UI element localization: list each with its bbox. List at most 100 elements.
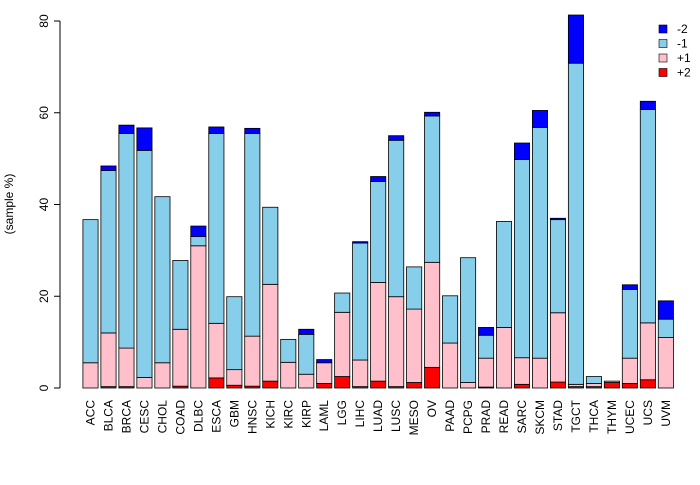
x-tick-label: STAD (551, 400, 565, 431)
legend: -2-1+1+2 (658, 22, 691, 80)
bar-segment (621, 288, 638, 359)
x-tick-label: THCA (587, 400, 601, 433)
bar-segment (100, 332, 117, 388)
bar-segment (280, 338, 297, 363)
bar-segment (496, 221, 513, 328)
bars (82, 14, 674, 389)
bar-segment (406, 266, 423, 310)
bar-segment (226, 296, 243, 371)
x-tick-label: BLCA (101, 400, 115, 431)
y-tick-label: 0 (37, 384, 51, 391)
x-tick-label: TGCT (569, 399, 583, 432)
bar-segment (442, 342, 459, 389)
x-tick-label: DLBC (191, 400, 205, 432)
bar-segment (406, 308, 423, 383)
bar-segment (621, 357, 638, 384)
bar-segment (370, 176, 387, 182)
bar-segment (370, 380, 387, 389)
bar-segment (226, 384, 243, 389)
bar-segment (549, 381, 566, 389)
bar-segment (172, 260, 189, 330)
bar-segment (190, 245, 207, 389)
bar-segment (244, 127, 261, 134)
bar-segment (298, 328, 315, 335)
y-tick-label: 80 (37, 14, 51, 28)
bar-segment (154, 196, 171, 364)
bar-segment (442, 295, 459, 344)
x-tick-label: LAML (317, 400, 331, 432)
x-tick-label: ESCA (209, 400, 223, 433)
bar-segment (478, 327, 495, 336)
x-tick-label: PCPG (461, 400, 475, 434)
bar-segment (478, 334, 495, 359)
bar-segment (262, 206, 279, 285)
bar-segment (190, 236, 207, 247)
bar-segment (226, 369, 243, 386)
y-tick-label: 60 (37, 106, 51, 120)
bar-segment (639, 379, 656, 389)
bar-segment (514, 142, 531, 160)
legend-label: -1 (677, 37, 688, 51)
bar-segment (334, 376, 351, 389)
bar-segment (460, 257, 477, 383)
bar-segment (657, 337, 674, 389)
bar-segment (172, 328, 189, 387)
x-tick-label: KICH (263, 400, 277, 429)
x-tick-label: GBM (227, 400, 241, 427)
bar-segment (657, 318, 674, 338)
legend-swatch (658, 68, 668, 77)
bar-segment (118, 132, 135, 349)
bar-segment (262, 283, 279, 382)
x-tick-label: READ (497, 400, 511, 434)
bar-segment (496, 327, 513, 389)
bar-segment (82, 362, 99, 389)
bar-segment (621, 284, 638, 290)
bar-segment (406, 382, 423, 389)
legend-swatch (658, 39, 668, 48)
bar-segment (334, 292, 351, 313)
bar-segment (154, 362, 171, 389)
x-tick-label: SARC (515, 400, 529, 434)
bar-segment (244, 132, 261, 337)
legend-swatch (658, 53, 668, 63)
bar-segment (352, 359, 369, 388)
bar-segment (244, 335, 261, 387)
bar-segment (514, 357, 531, 385)
x-tick-label: BRCA (119, 400, 133, 433)
legend-label: -2 (677, 22, 688, 36)
x-tick-label: HNSC (245, 400, 259, 434)
x-tick-label: UCEC (623, 400, 637, 434)
bar-segment (352, 241, 369, 244)
bar-segment (316, 362, 333, 384)
x-tick-label: LIHC (353, 400, 367, 428)
y-tick-label: 40 (37, 198, 51, 212)
bar-segment (424, 111, 441, 117)
bar-segment (567, 62, 584, 385)
bar-segment (585, 376, 602, 384)
x-tick-labels: ACC BLCA BRCA CESC CHOL COAD DLBC ESCA GBM HNSC KI… (84, 399, 673, 435)
bar-segment (208, 377, 225, 389)
x-tick-label: CESC (137, 400, 151, 434)
x-tick-label: UVM (659, 400, 673, 427)
bar-segment (603, 380, 620, 383)
x-tick-label: KIRP (299, 400, 313, 428)
bar-segment (424, 261, 441, 368)
bar-segment (316, 383, 333, 389)
bar-segment (639, 109, 656, 324)
x-tick-label: KIRC (281, 400, 295, 429)
y-axis-label: (sample %) (2, 174, 16, 235)
bar-segment (298, 333, 315, 375)
x-tick-label: COAD (173, 400, 187, 435)
bar-segment (136, 149, 153, 378)
bar-segment (208, 132, 225, 324)
bar-segment (639, 322, 656, 381)
x-tick-label: SKCM (533, 400, 547, 435)
bar-segment (639, 100, 656, 110)
x-tick-label: ACC (84, 400, 98, 426)
x-tick-label: OV (425, 400, 439, 417)
bar-segment (334, 311, 351, 377)
bar-segment (118, 347, 135, 388)
y-tick-label: 20 (37, 289, 51, 303)
